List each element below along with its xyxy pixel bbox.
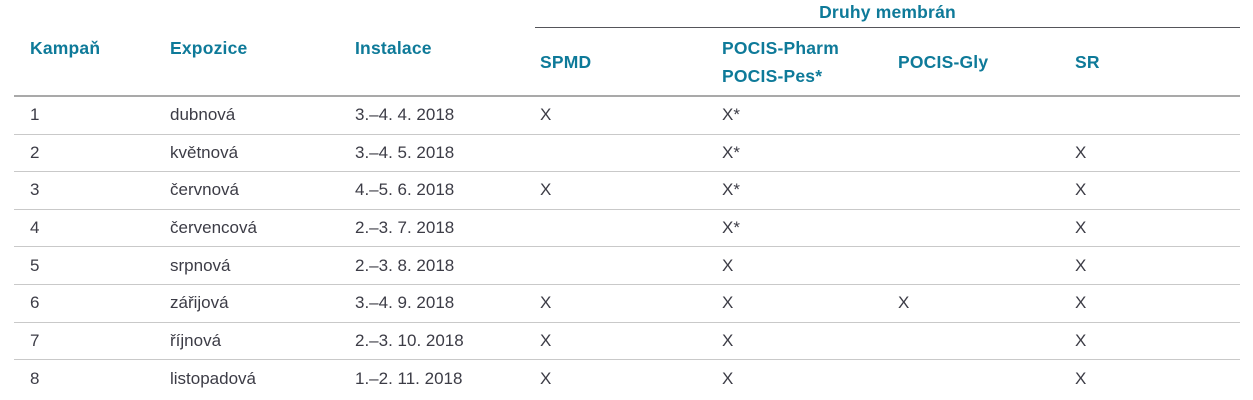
column-header-row: Kampaň Expozice Instalace SPMD POCIS-Pha…	[14, 0, 1240, 97]
table-cell: X	[540, 368, 552, 388]
table-cell: 2	[30, 142, 40, 162]
table-header: Druhy membrán Kampaň Expozice Instalace …	[14, 0, 1240, 97]
table-row: 1 dubnová 3.–4. 4. 2018 X X*	[14, 97, 1240, 135]
column-header-pocis-gly: POCIS-Gly	[898, 51, 989, 72]
table-cell: červnová	[170, 180, 239, 200]
table-cell: X*	[722, 142, 740, 162]
table-cell: 2.–3. 8. 2018	[355, 255, 455, 275]
table-cell: X	[722, 293, 734, 313]
group-header-druhy-membran: Druhy membrán	[535, 0, 1240, 28]
column-header-spmd: SPMD	[540, 51, 592, 72]
table-cell: X	[540, 180, 552, 200]
table-row: 3 červnová 4.–5. 6. 2018 X X* X	[14, 172, 1240, 210]
table-row: 6 zářijová 3.–4. 9. 2018 X X X X	[14, 285, 1240, 323]
table-cell: 2.–3. 7. 2018	[355, 218, 455, 238]
table-cell: 3.–4. 5. 2018	[355, 142, 455, 162]
table-cell: X	[540, 105, 552, 125]
table-cell: X	[1075, 218, 1087, 238]
table-cell: 7	[30, 330, 40, 350]
table-body: 1 dubnová 3.–4. 4. 2018 X X* 2 květnová 3.–4. 5…	[14, 97, 1240, 398]
column-header-sr: SR	[1075, 51, 1100, 72]
table-row: 4 červencová 2.–3. 7. 2018 X* X	[14, 210, 1240, 248]
table-cell: dubnová	[170, 105, 236, 125]
table-cell: 4	[30, 218, 40, 238]
table-cell: X	[540, 330, 552, 350]
table-cell: listopadová	[170, 368, 257, 388]
table-cell: 2.–3. 10. 2018	[355, 330, 464, 350]
table-cell: 5	[30, 255, 40, 275]
column-header-expozice: Expozice	[170, 37, 248, 58]
table-cell: X*	[722, 180, 740, 200]
table-cell: 6	[30, 293, 40, 313]
table-cell: X*	[722, 218, 740, 238]
table-cell: X	[1075, 293, 1087, 313]
table-cell: X	[1075, 255, 1087, 275]
table-cell: X	[722, 368, 734, 388]
column-header-instalace: Instalace	[355, 37, 432, 58]
table-cell: srpnová	[170, 255, 231, 275]
table-cell: X	[722, 330, 734, 350]
column-header-pocis-pharm-pes: POCIS-Pharm POCIS-Pes*	[722, 38, 839, 86]
table-row: 8 listopadová 1.–2. 11. 2018 X X X	[14, 360, 1240, 398]
table-cell: zářijová	[170, 293, 229, 313]
table-cell: říjnová	[170, 330, 222, 350]
table-cell: X	[898, 293, 910, 313]
table-row: 2 květnová 3.–4. 5. 2018 X* X	[14, 135, 1240, 173]
table-cell: X	[1075, 180, 1087, 200]
table-cell: 3.–4. 9. 2018	[355, 293, 455, 313]
table-cell: X	[1075, 368, 1087, 388]
table-cell: 4.–5. 6. 2018	[355, 180, 455, 200]
sampling-campaign-table: Druhy membrán Kampaň Expozice Instalace …	[14, 0, 1240, 398]
table-cell: 3	[30, 180, 40, 200]
table-cell: 1.–2. 11. 2018	[355, 368, 463, 388]
table-cell: červencová	[170, 218, 257, 238]
table-cell: X	[540, 293, 552, 313]
table-cell: X	[1075, 330, 1087, 350]
table-cell: X*	[722, 105, 740, 125]
column-header-kampan: Kampaň	[30, 37, 101, 58]
table-row: 5 srpnová 2.–3. 8. 2018 X X	[14, 247, 1240, 285]
table-cell: 8	[30, 368, 40, 388]
table-row: 7 říjnová 2.–3. 10. 2018 X X X	[14, 323, 1240, 361]
table-cell: X	[722, 255, 734, 275]
table-cell: 1	[30, 105, 40, 125]
table-cell: květnová	[170, 142, 239, 162]
table-cell: X	[1075, 142, 1087, 162]
table-cell: 3.–4. 4. 2018	[355, 105, 455, 125]
